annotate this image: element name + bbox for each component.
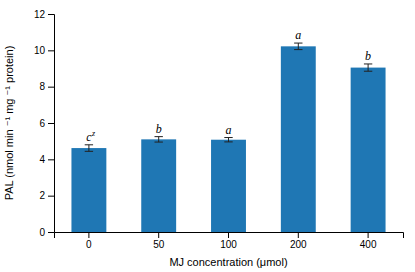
chart: 024681012050100200400czbaabMJ concentrat… bbox=[0, 0, 415, 272]
plot-area: 024681012050100200400czbaab bbox=[34, 9, 404, 250]
x-tick-label: 0 bbox=[86, 239, 92, 250]
y-tick-mark bbox=[48, 159, 54, 160]
y-tick-label: 2 bbox=[39, 190, 45, 201]
y-tick-mark bbox=[48, 123, 54, 124]
y-tick-mark bbox=[48, 232, 54, 233]
annotation: b bbox=[156, 122, 162, 136]
x-tick-mark bbox=[228, 232, 229, 238]
x-axis-title: MJ concentration (μmol) bbox=[169, 256, 287, 268]
y-tick-label: 8 bbox=[39, 81, 45, 92]
x-tick: 50 bbox=[153, 232, 165, 250]
y-tick-mark bbox=[48, 196, 54, 197]
y-tick: 2 bbox=[39, 190, 54, 201]
y-tick: 8 bbox=[39, 81, 54, 92]
y-axis-line bbox=[48, 15, 55, 233]
error-bar bbox=[155, 137, 163, 142]
annotations: czbaab bbox=[86, 28, 371, 144]
y-tick: 6 bbox=[39, 118, 54, 129]
x-tick-mark bbox=[298, 232, 299, 238]
y-tick: 12 bbox=[34, 9, 54, 20]
bar bbox=[141, 139, 176, 232]
x-axis: 0 50 100 200 400 bbox=[55, 232, 404, 250]
y-tick-mark bbox=[48, 14, 54, 15]
error-bar bbox=[224, 138, 232, 142]
annotation-superscript: z bbox=[91, 129, 96, 138]
annotation: a bbox=[226, 123, 232, 137]
x-tick-label: 50 bbox=[153, 239, 165, 250]
x-tick-mark bbox=[368, 232, 369, 238]
y-tick-label: 0 bbox=[39, 227, 45, 238]
y-tick-mark bbox=[48, 50, 54, 51]
annotation: b bbox=[365, 49, 371, 63]
x-tick-mark bbox=[88, 232, 89, 238]
y-tick: 4 bbox=[39, 154, 54, 165]
y-tick-label: 6 bbox=[39, 118, 45, 129]
bar bbox=[351, 68, 386, 232]
x-tick-label: 400 bbox=[360, 239, 377, 250]
bar bbox=[71, 148, 106, 232]
marks bbox=[71, 43, 385, 232]
error-bar bbox=[294, 43, 302, 50]
bar bbox=[281, 46, 316, 232]
y-tick-label: 4 bbox=[39, 154, 45, 165]
x-axis-line bbox=[55, 233, 404, 239]
annotation: a bbox=[295, 28, 301, 42]
x-tick-label: 100 bbox=[220, 239, 237, 250]
x-tick-mark bbox=[158, 232, 159, 238]
y-axis: 0 2 4 6 8 10 12 bbox=[34, 9, 55, 238]
x-tick: 0 bbox=[86, 232, 92, 250]
bar bbox=[211, 140, 246, 232]
y-axis-title: PAL (nmol min ⁻¹ mg ⁻¹ protein) bbox=[3, 46, 15, 201]
y-tick: 10 bbox=[34, 45, 54, 56]
x-tick: 200 bbox=[290, 232, 307, 250]
x-tick: 400 bbox=[360, 232, 377, 250]
x-tick: 100 bbox=[220, 232, 237, 250]
error-bar bbox=[85, 145, 93, 152]
y-tick-mark bbox=[48, 87, 54, 88]
y-tick-label: 12 bbox=[34, 9, 46, 20]
error-bar bbox=[364, 64, 372, 71]
y-tick-label: 10 bbox=[34, 45, 46, 56]
y-tick: 0 bbox=[39, 227, 54, 238]
x-tick-label: 200 bbox=[290, 239, 307, 250]
